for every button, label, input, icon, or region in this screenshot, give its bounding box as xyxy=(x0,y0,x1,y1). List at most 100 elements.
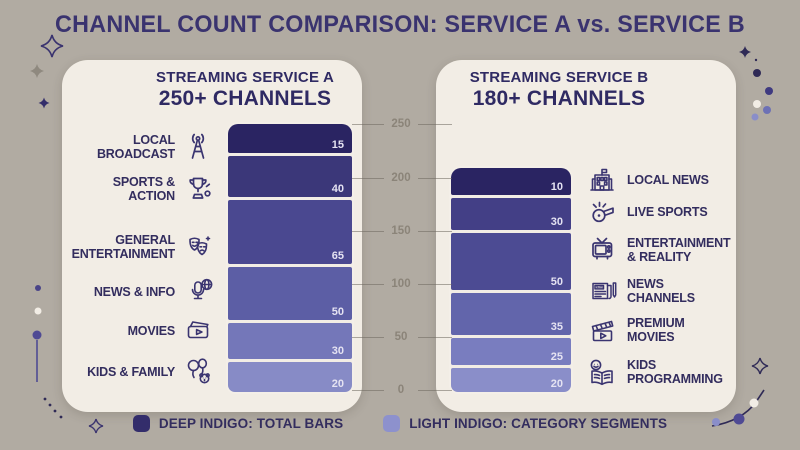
kids-book-icon xyxy=(586,356,618,388)
axis-tick: 150 xyxy=(352,225,452,237)
bar-segment-value: 40 xyxy=(228,156,352,197)
panel-service-a: STREAMING SERVICE A 250+ CHANNELS LOCAL … xyxy=(62,60,362,412)
sports-trophy-icon xyxy=(182,173,214,205)
category-label: PREMIUM MOVIES xyxy=(627,315,685,344)
theater-masks-icon xyxy=(182,231,214,263)
category-row: LIVE SPORTS xyxy=(586,196,734,228)
category-row: MOVIES xyxy=(68,315,214,347)
category-row: GENERAL ENTERTAINMENT xyxy=(68,231,214,263)
legend-item: DEEP INDIGO: TOTAL BARS xyxy=(132,415,344,432)
tick-label: 100 xyxy=(391,278,411,290)
bar-segment-value: 20 xyxy=(451,368,571,392)
legend-swatch-light-indigo xyxy=(383,415,401,432)
category-label: GENERAL ENTERTAINMENT xyxy=(71,232,176,261)
category-label: SPORTS & ACTION xyxy=(112,174,176,203)
movie-ticket-icon xyxy=(182,315,214,347)
category-label: NEWS CHANNELS xyxy=(627,276,695,305)
microphone-globe-icon xyxy=(182,276,214,308)
category-label: LOCAL BROADCAST xyxy=(96,132,175,161)
decor-dot xyxy=(34,307,42,315)
broadcast-antenna-icon xyxy=(182,131,214,163)
sparkle-star-icon xyxy=(38,97,50,109)
tick-line xyxy=(418,177,452,179)
tick-line xyxy=(418,283,452,285)
decor-dot xyxy=(751,113,759,121)
category-row: NEWS & INFO xyxy=(68,276,214,308)
category-row: SPORTS & ACTION xyxy=(68,173,214,205)
tick-line xyxy=(418,336,452,338)
news-building-icon xyxy=(586,164,618,196)
stacked-bar-service-b: 10 30 50 35 25 20 xyxy=(451,168,571,392)
tick-line xyxy=(418,389,452,391)
category-row: ENTERTAINMENT & REALITY xyxy=(586,234,734,266)
clapperboard-icon xyxy=(586,314,618,346)
retro-tv-icon xyxy=(586,234,618,266)
decor-dot xyxy=(763,106,771,114)
axis-tick: 200 xyxy=(352,172,452,184)
bar-segment-value: 20 xyxy=(228,362,352,392)
tick-label: 50 xyxy=(394,331,408,343)
bar-segment-value: 50 xyxy=(228,267,352,320)
decor-dot xyxy=(48,403,52,407)
whistle-icon xyxy=(586,196,618,228)
bar-segment-value: 30 xyxy=(451,198,571,230)
bar-segment-value: 25 xyxy=(451,338,571,365)
tick-line xyxy=(352,177,384,179)
legend-swatch-deep-indigo xyxy=(132,415,150,432)
bar-segment-value: 30 xyxy=(228,323,352,359)
panel-b-title: STREAMING SERVICE B xyxy=(469,69,649,86)
category-label: MOVIES xyxy=(127,323,176,338)
axis-tick: 50 xyxy=(352,331,452,343)
page-title: CHANNEL COUNT COMPARISON: SERVICE A vs. … xyxy=(55,11,745,38)
tick-line xyxy=(418,123,452,125)
legend: DEEP INDIGO: TOTAL BARS LIGHT INDIGO: CA… xyxy=(0,415,800,432)
tick-label: 150 xyxy=(391,225,411,237)
panel-b-channel-count: 180+ CHANNELS xyxy=(472,87,646,110)
decor-dot xyxy=(53,409,57,413)
decor-dot xyxy=(765,87,773,95)
legend-label: LIGHT INDIGO: CATEGORY SEGMENTS xyxy=(409,416,668,431)
category-label: NEWS & INFO xyxy=(93,284,175,299)
tick-label: 200 xyxy=(391,172,411,184)
decor-dot xyxy=(35,285,41,291)
pin-icon xyxy=(32,330,42,340)
category-row: LOCAL BROADCAST xyxy=(68,131,214,163)
panel-a-header: STREAMING SERVICE A 250+ CHANNELS xyxy=(95,69,395,111)
panel-service-b: STREAMING SERVICE B 180+ CHANNELS LOCAL … xyxy=(436,60,736,412)
category-label: LIVE SPORTS xyxy=(627,204,708,219)
axis-tick: 250 xyxy=(352,118,452,130)
bar-segment-value: 10 xyxy=(451,168,571,195)
category-label: ENTERTAINMENT & REALITY xyxy=(627,235,731,264)
category-row: PREMIUM MOVIES xyxy=(586,314,734,346)
category-label: KIDS PROGRAMMING xyxy=(627,357,723,386)
tick-line xyxy=(352,230,384,232)
tick-line xyxy=(352,389,384,391)
stacked-bar-service-a: 15 40 65 50 30 20 xyxy=(228,124,352,392)
decor-dot xyxy=(43,397,47,401)
category-row: KIDS & FAMILY xyxy=(68,356,214,388)
category-row: KIDS PROGRAMMING xyxy=(586,356,734,388)
tick-line xyxy=(352,123,384,125)
sparkle-star-icon xyxy=(30,64,44,78)
tick-line xyxy=(352,336,384,338)
tick-line xyxy=(418,230,452,232)
axis-tick: 100 xyxy=(352,278,452,290)
bar-segment-value: 65 xyxy=(228,200,352,264)
sparkle-star-icon xyxy=(739,46,751,58)
bar-segment-value: 15 xyxy=(228,124,352,153)
decor-dot xyxy=(749,398,759,408)
decor-dot xyxy=(753,69,761,77)
tick-line xyxy=(352,283,384,285)
axis-tick: 0 xyxy=(352,384,452,396)
category-row: LOCAL NEWS xyxy=(586,164,734,196)
panel-a-channel-count: 250+ CHANNELS xyxy=(158,87,332,110)
category-label: LOCAL NEWS xyxy=(627,172,709,187)
legend-item: LIGHT INDIGO: CATEGORY SEGMENTS xyxy=(383,415,667,432)
category-label: KIDS & FAMILY xyxy=(87,364,175,379)
decor-dot xyxy=(754,58,758,62)
panel-a-title: STREAMING SERVICE A xyxy=(156,69,334,86)
tick-label: 0 xyxy=(397,384,405,396)
sparkle-star-icon xyxy=(751,357,769,375)
legend-label: DEEP INDIGO: TOTAL BARS xyxy=(158,416,344,431)
balloons-teddy-icon xyxy=(182,356,214,388)
